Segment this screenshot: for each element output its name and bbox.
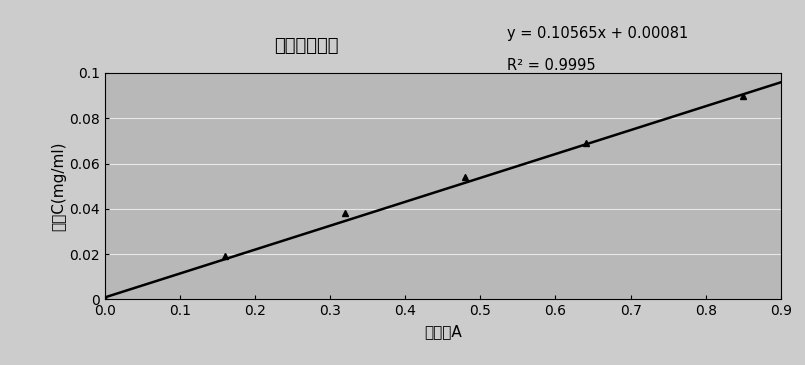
Text: 芦丁标准曲线: 芦丁标准曲线 <box>274 36 338 54</box>
Y-axis label: 浓度C(mg/ml): 浓度C(mg/ml) <box>52 141 66 231</box>
Text: y = 0.10565x + 0.00081: y = 0.10565x + 0.00081 <box>507 26 688 41</box>
Text: R² = 0.9995: R² = 0.9995 <box>507 58 596 73</box>
X-axis label: 吸光度A: 吸光度A <box>424 324 461 339</box>
